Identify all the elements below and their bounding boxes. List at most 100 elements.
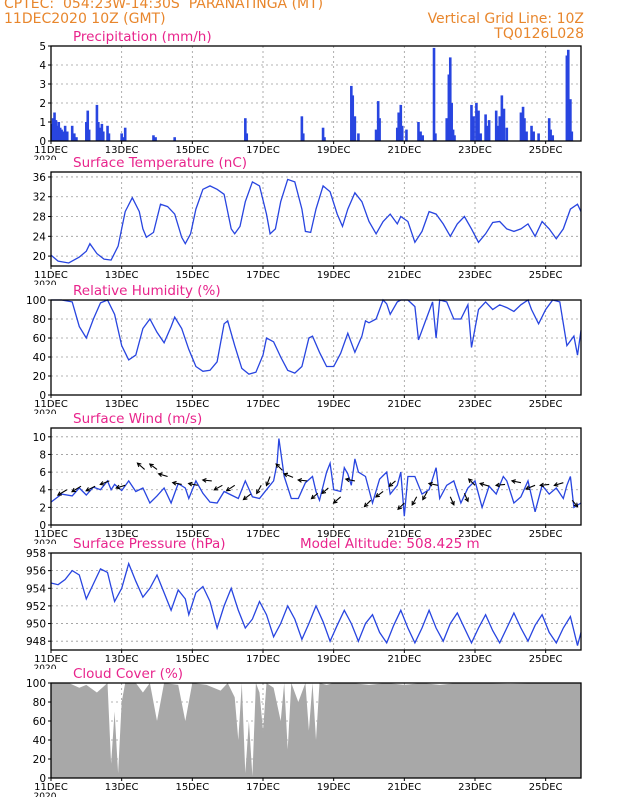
wind-arrow: [311, 492, 319, 500]
cloud-cover-ytick-label: 40: [33, 735, 46, 747]
precipitation-bar: [97, 122, 100, 141]
wind-arrow-head: [573, 502, 579, 508]
cloud-cover-xtick-label: 15DEC: [175, 782, 209, 793]
precipitation-bar: [75, 137, 78, 141]
wind-arrow-head: [344, 477, 350, 483]
precipitation-bar: [445, 118, 449, 141]
precipitation-bar: [53, 112, 56, 141]
wind-arrow-head: [148, 463, 154, 468]
precipitation-bar: [451, 129, 455, 141]
cloud-cover-xtick-label: 11DEC: [34, 782, 68, 793]
wind-arrow: [388, 480, 396, 487]
wind-arrow: [213, 484, 223, 491]
wind-arrow: [468, 478, 476, 486]
wind-arrow-head: [539, 482, 545, 488]
precipitation-bar: [498, 116, 502, 141]
wind-arrow-head: [297, 477, 303, 483]
wind-arrow: [298, 479, 308, 482]
precipitation-bar: [397, 112, 400, 141]
wind-arrow: [256, 485, 262, 494]
wind-arrow: [345, 478, 355, 482]
precipitation-ytick-label: 4: [39, 60, 46, 72]
wind-arrow-head: [553, 482, 559, 487]
header-station: CPTEC: 054:23W-14:30S PARANATINGA (MT): [4, 0, 324, 12]
precipitation-ytick-label: 0: [39, 136, 46, 148]
surface-pressure-ytick-label: 954: [26, 583, 46, 595]
relative-humidity-ytick-label: 20: [33, 371, 46, 383]
wind-arrow-head: [332, 499, 338, 504]
cloud-cover-ytick-label: 80: [33, 697, 46, 709]
relative-humidity-xtick-label: 15DEC: [175, 399, 209, 410]
precipitation-bar: [321, 127, 325, 141]
precipitation-bar: [486, 125, 490, 141]
cloud-cover-ytick-label: 60: [33, 716, 46, 728]
wind-arrow-head: [411, 500, 416, 506]
header-datetime: 11DEC2020 10Z (GMT): [4, 11, 166, 27]
wind-arrow: [321, 487, 329, 494]
wind-arrow: [554, 482, 564, 486]
surface-wind-xtick-label: 17DEC: [246, 529, 280, 540]
precipitation-bar: [107, 133, 111, 141]
relative-humidity-xtick-label: 25DEC: [529, 399, 563, 410]
wind-arrow: [226, 484, 236, 492]
surface-wind-xtick-label: 19DEC: [317, 529, 351, 540]
surface-pressure-title: Surface Pressure (hPa): [73, 536, 226, 552]
precipitation-bar: [417, 122, 420, 141]
precipitation-bar: [173, 137, 176, 141]
surface-pressure-xtick-label: 19DEC: [317, 654, 351, 665]
precipitation-xstart-label: 2020: [34, 155, 57, 165]
surface-pressure-ytick-label: 948: [26, 636, 46, 648]
precipitation-bar: [60, 129, 63, 141]
cloud-cover-xtick-label: 19DEC: [317, 782, 351, 793]
surface-wind-xtick-label: 11DEC: [34, 529, 68, 540]
wind-arrow-head: [85, 487, 91, 492]
precipitation-bar: [378, 118, 381, 141]
relative-humidity-frame: [50, 299, 582, 396]
surface-pressure-xtick-label: 23DEC: [458, 654, 492, 665]
wind-arrow: [428, 482, 439, 486]
wind-arrow-head: [201, 477, 207, 483]
precipitation-bar: [120, 133, 123, 141]
precipitation-xtick-label: 25DEC: [529, 145, 563, 156]
wind-arrow: [422, 491, 428, 500]
precipitation-xtick-label: 21DEC: [387, 145, 421, 156]
precipitation-bar: [450, 103, 453, 141]
precipitation-xtick-label: 15DEC: [175, 145, 209, 156]
relative-humidity-line: [51, 298, 582, 375]
wind-arrow-head: [388, 482, 394, 488]
surface-temperature-line: [50, 178, 582, 264]
precipitation-bar: [51, 118, 55, 141]
surface-pressure-xtick-label: 17DEC: [246, 654, 280, 665]
precipitation-bar: [472, 116, 475, 141]
surface-temperature-xtick-label: 11DEC: [34, 270, 68, 281]
precipitation-bar: [73, 133, 76, 141]
wind-arrow: [57, 489, 68, 496]
wind-arrow-head: [525, 485, 531, 490]
surface-temperature-xtick-label: 21DEC: [387, 270, 421, 281]
precipitation-bar: [86, 110, 90, 141]
cloud-cover-ytick-label: 20: [33, 754, 46, 766]
precipitation-bar: [400, 125, 404, 141]
precipitation-bar: [399, 104, 403, 141]
precipitation-bar: [566, 49, 570, 141]
surface-wind-ytick-label: 4: [39, 485, 46, 497]
precipitation-bar: [351, 95, 355, 141]
precipitation-bar: [100, 123, 104, 141]
surface-pressure-line: [50, 561, 582, 646]
wind-arrow: [364, 499, 372, 507]
precipitation-bar: [54, 120, 58, 141]
surface-pressure-ytick-label: 956: [26, 566, 46, 578]
wind-arrow-head: [265, 481, 270, 487]
precipitation-xtick-label: 17DEC: [246, 145, 280, 156]
surface-wind-title: Surface Wind (m/s): [73, 411, 202, 427]
cloud-cover-xstart-label: 2020: [34, 792, 57, 800]
precipitation-bar: [99, 127, 102, 141]
wind-arrow-head: [275, 463, 281, 469]
relative-humidity-ytick-label: 60: [33, 333, 46, 345]
precipitation-bar: [152, 135, 155, 141]
precipitation-ytick-label: 5: [39, 41, 46, 53]
wind-arrow: [275, 463, 283, 471]
wind-arrow: [243, 493, 251, 500]
wind-arrow-head: [157, 472, 163, 478]
surface-wind-xtick-label: 13DEC: [105, 529, 139, 540]
